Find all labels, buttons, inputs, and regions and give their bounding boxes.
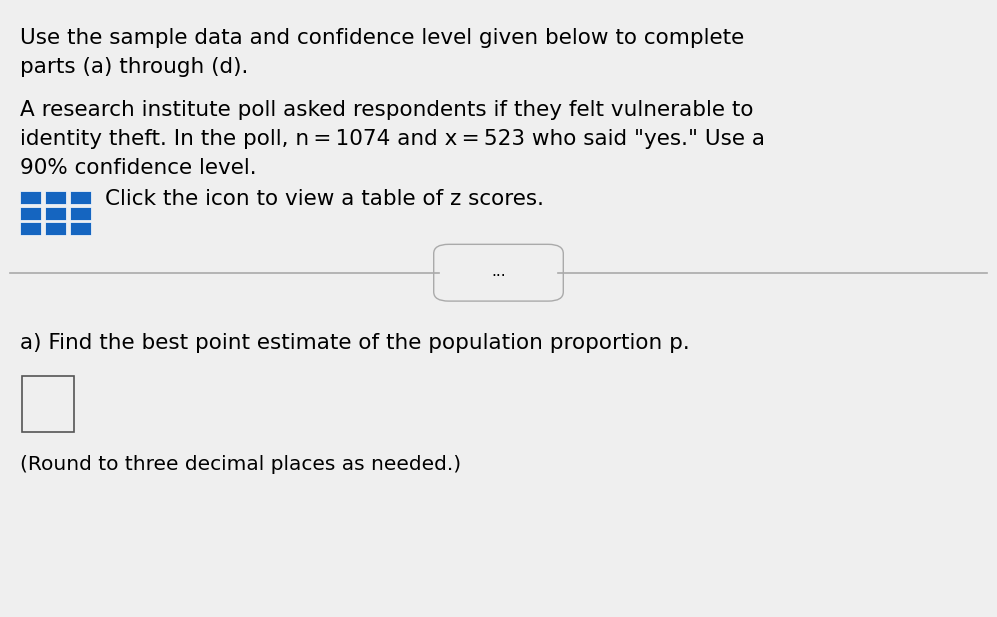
FancyBboxPatch shape <box>22 376 74 432</box>
Text: identity theft. In the poll, n = 1074 and x = 523 who said "yes." Use a: identity theft. In the poll, n = 1074 an… <box>20 129 765 149</box>
Text: 90% confidence level.: 90% confidence level. <box>20 158 256 178</box>
Text: Click the icon to view a table of z scores.: Click the icon to view a table of z scor… <box>105 189 543 209</box>
FancyBboxPatch shape <box>70 207 91 220</box>
FancyBboxPatch shape <box>70 222 91 235</box>
FancyBboxPatch shape <box>45 207 66 220</box>
FancyBboxPatch shape <box>20 191 41 204</box>
FancyBboxPatch shape <box>45 191 66 204</box>
FancyBboxPatch shape <box>20 207 41 220</box>
Text: (Round to three decimal places as needed.): (Round to three decimal places as needed… <box>20 455 461 474</box>
Text: A research institute poll asked respondents if they felt vulnerable to: A research institute poll asked responde… <box>20 100 754 120</box>
Text: parts (a) through (d).: parts (a) through (d). <box>20 57 248 77</box>
FancyBboxPatch shape <box>70 191 91 204</box>
Text: ...: ... <box>492 264 505 279</box>
Text: Use the sample data and confidence level given below to complete: Use the sample data and confidence level… <box>20 28 744 48</box>
FancyBboxPatch shape <box>20 222 41 235</box>
FancyBboxPatch shape <box>45 222 66 235</box>
Text: a) Find the best point estimate of the population proportion p.: a) Find the best point estimate of the p… <box>20 333 690 353</box>
FancyBboxPatch shape <box>434 244 563 301</box>
